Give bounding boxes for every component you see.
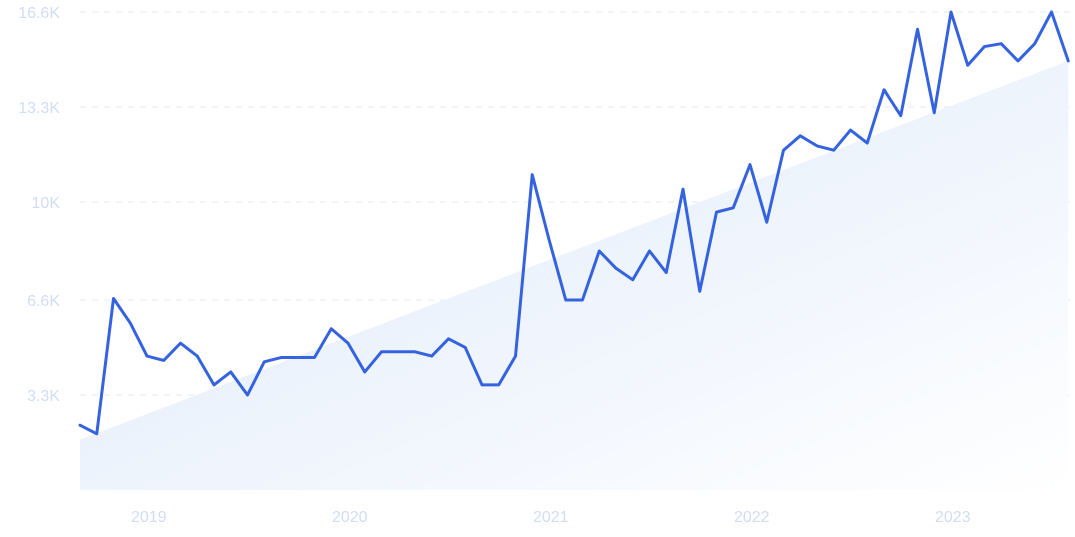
data-point [832,149,835,152]
data-point [564,298,567,302]
data-point [514,354,517,358]
data-point [330,327,333,330]
data-point [648,249,651,253]
x-axis-ticks: 2019 2020 2021 2022 2023 [131,509,971,526]
x-tick-label: 2023 [935,509,971,526]
y-tick-label: 3.3K [27,388,60,405]
series-line [78,10,1070,436]
y-axis-ticks: 3.3K 6.6K 10K 13.3K 16.6K [18,5,60,405]
data-point [78,424,82,427]
data-point [581,298,584,302]
data-point [933,111,936,114]
y-tick-label: 16.6K [18,5,60,22]
data-point [799,134,802,138]
data-point [95,432,98,436]
x-tick-label: 2020 [332,509,368,526]
data-point [916,28,919,31]
data-point [614,267,618,270]
data-point [464,346,467,349]
data-point [1067,59,1070,63]
data-point [631,278,634,281]
data-point [145,354,149,358]
data-point [1016,59,1020,63]
data-point [748,163,752,166]
data-point [966,64,969,67]
data-point [732,206,735,210]
data-point [598,249,601,253]
data-point [866,141,869,145]
data-point [715,210,718,214]
data-point [129,321,132,325]
data-point [899,114,902,117]
data-point [263,360,266,364]
data-point [313,356,316,359]
data-point [1050,10,1053,14]
data-point [363,370,366,374]
data-point [179,341,182,345]
data-point [346,341,350,345]
data-point [782,149,785,152]
data-point [497,383,500,387]
data-point [698,290,701,293]
data-point [1000,42,1003,45]
data-point [296,356,299,359]
x-tick-label: 2022 [734,509,770,526]
data-point [480,383,484,387]
trend-area [80,60,1069,490]
x-tick-label: 2019 [131,509,167,526]
data-point [397,350,400,353]
data-point [430,354,433,358]
y-tick-label: 6.6K [27,293,60,310]
data-point [815,144,819,148]
data-point [949,10,953,14]
y-tick-label: 13.3K [18,100,60,117]
data-point [765,221,768,224]
data-point [279,356,283,359]
data-point [212,383,216,387]
data-point [413,350,417,353]
y-tick-label: 10K [32,195,61,212]
data-point [246,393,249,397]
data-point [380,350,383,353]
data-point [547,238,551,241]
data-point [196,354,199,358]
data-point [112,297,115,300]
x-tick-label: 2021 [533,509,569,526]
data-point [983,45,986,48]
data-point [229,370,232,374]
trend-area-polygon [80,60,1069,490]
series-layer [78,10,1070,436]
data-point [681,187,685,191]
data-point [882,88,886,91]
data-point [531,173,534,176]
data-point [447,337,450,341]
data-point [849,128,852,132]
data-point [1033,42,1036,45]
data-point [665,271,668,274]
data-point [162,359,165,362]
